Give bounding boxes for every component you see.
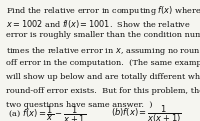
Text: Find the relative error in computing $f(x)$ where: Find the relative error in computing $f(… [6,4,200,17]
Text: $x = 1002$ and $fl(x) = 1001$.  Show the relative: $x = 1002$ and $fl(x) = 1001$. Show the … [6,18,191,30]
Text: off error in the computation.  (The same examples: off error in the computation. (The same … [6,59,200,67]
Text: (a) $f(x) = \dfrac{1}{x} - \dfrac{1}{x+1}$: (a) $f(x) = \dfrac{1}{x} - \dfrac{1}{x+1… [8,104,86,121]
Text: $(b)f(x) = \dfrac{1}{x(x+1)}$: $(b)f(x) = \dfrac{1}{x(x+1)}$ [111,104,182,121]
Text: round-off error exists.  But for this problem, the: round-off error exists. But for this pro… [6,87,200,95]
Text: error is roughly smaller than the condition number: error is roughly smaller than the condit… [6,31,200,39]
Text: two questions have same answer.  ): two questions have same answer. ) [6,101,153,109]
Text: times the relative error in $x$, assuming no round-: times the relative error in $x$, assumin… [6,45,200,57]
Text: will show up below and are totally different when: will show up below and are totally diffe… [6,73,200,81]
